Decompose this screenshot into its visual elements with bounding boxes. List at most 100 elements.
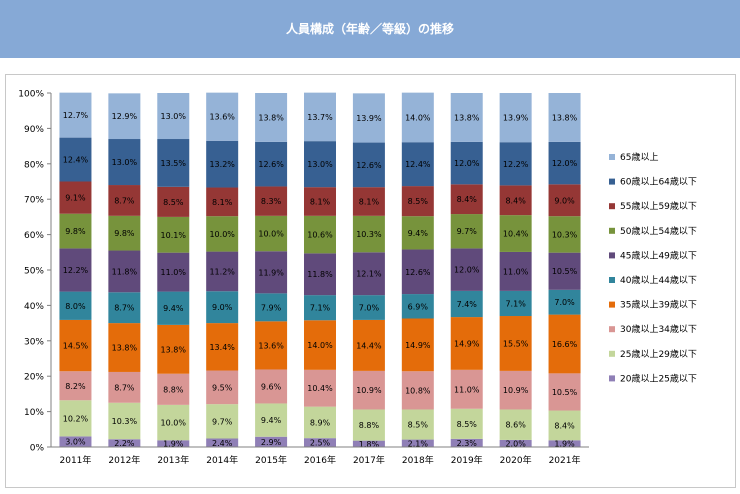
bar-segment — [450, 248, 483, 291]
bar-segment — [352, 370, 385, 410]
bar-segment — [206, 187, 239, 217]
data-label: 1.8% — [359, 440, 380, 449]
bar-segment — [499, 251, 532, 291]
data-label: 2.3% — [457, 439, 478, 448]
bar-segment — [548, 314, 581, 374]
bar-segment — [59, 248, 92, 292]
data-label: 8.4% — [505, 196, 526, 205]
data-label: 11.8% — [307, 270, 333, 279]
bar-segment — [450, 290, 483, 318]
data-label: 10.3% — [356, 230, 382, 239]
bar-segment — [108, 439, 141, 447]
data-label: 2.4% — [212, 439, 233, 448]
y-tick-label: 90% — [24, 125, 44, 135]
bar-segment — [304, 406, 336, 439]
data-label: 14.5% — [63, 342, 89, 351]
data-label: 2.1% — [408, 439, 429, 448]
bar-segment — [450, 93, 483, 142]
bar-segment — [352, 409, 385, 441]
data-label: 13.9% — [503, 114, 529, 123]
data-label: 8.7% — [114, 304, 135, 313]
bar-segment — [206, 323, 239, 371]
y-tick-label: 100% — [18, 90, 44, 100]
data-label: 10.4% — [307, 384, 333, 393]
data-label: 12.2% — [503, 160, 529, 169]
data-label: 13.5% — [161, 159, 187, 168]
bar-segment — [304, 438, 336, 447]
y-tick-label: 70% — [24, 196, 44, 206]
bar-segment — [401, 439, 434, 447]
bar-segment — [206, 370, 239, 405]
x-tick-label: 2017年 — [353, 454, 385, 466]
bar-segment — [157, 291, 190, 325]
bar-segment — [157, 139, 190, 187]
bar-segment — [255, 93, 288, 142]
data-label: 16.6% — [552, 340, 578, 349]
legend-label: 55歳以上59歳以下 — [620, 200, 697, 212]
bar-segment — [352, 187, 385, 216]
data-label: 10.0% — [258, 230, 284, 239]
y-tick-label: 0% — [30, 444, 45, 454]
legend-swatch — [609, 277, 615, 283]
bar-segment — [59, 400, 92, 437]
data-label: 8.1% — [359, 198, 380, 207]
bar-segment — [499, 142, 532, 186]
data-label: 9.1% — [65, 194, 86, 203]
data-label: 12.0% — [454, 159, 480, 168]
data-label: 1.9% — [163, 440, 184, 449]
data-label: 8.7% — [114, 383, 135, 392]
data-label: 9.5% — [212, 383, 233, 392]
data-label: 12.1% — [356, 270, 382, 279]
bar-segment — [304, 253, 336, 296]
bar-segment — [450, 408, 483, 439]
data-label: 10.5% — [552, 267, 578, 276]
bar-segment — [157, 373, 190, 405]
data-label: 12.6% — [356, 161, 382, 170]
data-label: 8.4% — [457, 195, 478, 204]
data-label: 7.0% — [359, 304, 380, 313]
bar-segment — [499, 215, 532, 252]
page-title: 人員構成（年齢／等級）の推移 — [285, 22, 454, 36]
legend-label: 45歳以上49歳以下 — [620, 249, 697, 261]
bar-segment — [401, 186, 434, 217]
bar-segment — [206, 404, 239, 439]
data-label: 7.9% — [261, 303, 282, 312]
data-label: 13.6% — [258, 341, 284, 350]
data-label: 1.9% — [554, 440, 575, 449]
bar-segment — [401, 142, 434, 187]
data-label: 8.8% — [359, 421, 380, 430]
bar-segment — [59, 213, 92, 249]
bar-segment — [206, 251, 239, 292]
data-label: 11.0% — [161, 268, 187, 277]
data-label: 10.8% — [405, 386, 431, 395]
bar-segment — [548, 289, 581, 315]
bar-segment — [499, 439, 532, 447]
bar-segment — [108, 215, 141, 251]
data-label: 9.8% — [65, 227, 86, 236]
bar-segment — [548, 216, 581, 253]
data-label: 14.0% — [405, 113, 431, 122]
bar-segment — [255, 321, 288, 370]
bar-segment — [548, 93, 581, 142]
data-label: 9.6% — [261, 382, 282, 391]
bar-segment — [255, 369, 288, 404]
bar-segment — [499, 185, 532, 216]
bar-segment — [450, 141, 483, 185]
bar-segment — [499, 290, 532, 317]
data-label: 2.0% — [505, 439, 526, 448]
legend-label: 40歳以上44歳以下 — [620, 274, 697, 286]
bar-segment — [59, 319, 92, 372]
legend-swatch — [609, 375, 615, 382]
data-label: 13.2% — [209, 160, 235, 169]
bar-segment — [304, 320, 336, 370]
data-label: 2.9% — [261, 438, 282, 447]
data-label: 10.2% — [63, 414, 89, 423]
bar-segment — [206, 291, 239, 324]
legend-label: 35歳以上39歳以下 — [620, 299, 697, 311]
data-label: 9.4% — [261, 416, 282, 425]
data-label: 10.6% — [307, 231, 333, 240]
data-label: 12.6% — [405, 268, 431, 277]
data-label: 10.4% — [503, 230, 529, 239]
data-label: 8.5% — [408, 421, 429, 430]
bar-segment — [108, 323, 141, 372]
